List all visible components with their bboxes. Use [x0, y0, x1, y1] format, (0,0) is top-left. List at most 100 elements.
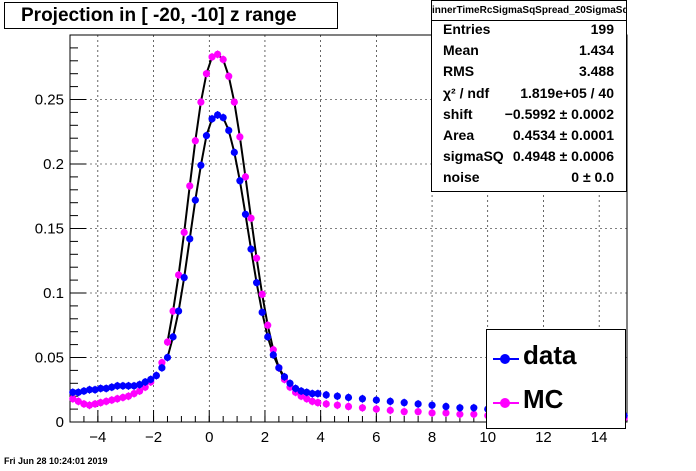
data-point [344, 402, 353, 411]
data-point [264, 333, 272, 341]
data-point [236, 177, 244, 185]
legend-entry-mc: MC [487, 382, 625, 422]
stats-value: 0 ± 0.0 [571, 169, 614, 186]
data-point [97, 399, 105, 407]
data-point [113, 382, 121, 390]
data-point [269, 351, 277, 359]
data-point [119, 382, 127, 390]
x-tick-label: −4 [89, 429, 106, 446]
stats-row: shift −0.5992 ± 0.0002 [432, 106, 626, 127]
data-point [344, 393, 353, 402]
fit-curve [166, 53, 286, 380]
data-point [241, 210, 250, 218]
data-point [124, 382, 133, 390]
data-point [186, 182, 194, 190]
data-point [136, 387, 144, 395]
legend-label: data [523, 340, 577, 370]
data-point [372, 396, 380, 404]
datestamp: Fri Jun 28 10:24:01 2019 [4, 456, 108, 466]
data-point [197, 161, 205, 169]
y-tick-label: 0.05 [35, 350, 64, 367]
data-point [280, 373, 289, 381]
data-point [456, 410, 464, 418]
chart-title: Projection in [ -20, -10] z range [4, 2, 338, 29]
x-tick-label: 12 [535, 429, 552, 446]
stats-value: 199 [590, 21, 614, 37]
data-point [252, 254, 261, 262]
stats-row: sigmaSQ 0.4948 ± 0.0006 [432, 148, 626, 169]
data-point [108, 396, 116, 404]
data-point [358, 404, 367, 412]
data-point [130, 382, 138, 390]
data-point [314, 399, 322, 407]
data-point [322, 391, 330, 399]
stats-label: Area [443, 126, 475, 143]
data-point [169, 333, 177, 341]
data-point [91, 386, 99, 394]
data-point [158, 359, 166, 367]
data-point [386, 397, 394, 405]
data-point [175, 307, 183, 315]
data-point [85, 401, 94, 409]
stats-value: 1.819e+05 / 40 [520, 84, 614, 101]
data-point [247, 245, 255, 253]
data-point [414, 400, 422, 408]
y-tick-label: 0.15 [35, 221, 64, 238]
data-point [258, 290, 266, 298]
data-point [219, 55, 227, 64]
data-point [169, 307, 177, 315]
stats-value: 0.4534 ± 0.0001 [512, 126, 614, 143]
data-point [202, 132, 211, 140]
stats-label: noise [443, 169, 480, 186]
x-tick-label: 2 [261, 429, 269, 446]
data-point [303, 395, 311, 403]
data-point [225, 72, 233, 80]
data-point [236, 133, 244, 141]
legend: data MC [486, 329, 626, 429]
data-point [152, 371, 160, 380]
stats-label: sigmaSQ [443, 148, 504, 165]
x-tick-label: 14 [591, 429, 608, 446]
data-point [69, 388, 77, 396]
stats-label: shift [443, 105, 473, 122]
data-point [74, 388, 82, 396]
data-point [130, 390, 138, 398]
data-point [191, 137, 199, 145]
stats-row: χ² / ndf 1.819e+05 / 40 [432, 85, 626, 106]
data-point [269, 346, 277, 354]
data-point [303, 388, 311, 396]
legend-marker [500, 398, 510, 408]
data-point [74, 397, 82, 405]
data-point [108, 383, 116, 391]
data-point [97, 384, 105, 393]
data-point [202, 70, 211, 78]
data-point [428, 401, 436, 409]
stats-label: RMS [443, 63, 475, 80]
data-point [252, 279, 261, 287]
legend-label: MC [523, 384, 564, 414]
data-point [308, 390, 316, 398]
x-tick-label: 6 [372, 429, 380, 446]
data-point [442, 402, 450, 411]
x-tick-label: 10 [479, 429, 496, 446]
stats-row: RMS 3.488 [432, 63, 626, 84]
stats-value: 3.488 [578, 63, 614, 80]
data-point [322, 400, 330, 408]
data-point [102, 397, 110, 405]
data-point [230, 98, 238, 106]
y-tick-label: 0.1 [43, 285, 64, 302]
x-tick-label: −2 [145, 429, 162, 446]
data-point [91, 400, 99, 408]
data-point [163, 338, 172, 346]
data-point [208, 115, 216, 123]
data-point [80, 387, 88, 395]
data-point [297, 387, 305, 395]
x-tick-label: 4 [316, 429, 324, 446]
data-point [333, 392, 341, 400]
y-tick-label: 0 [56, 414, 64, 431]
data-point [241, 173, 250, 181]
stats-label: Mean [443, 42, 479, 59]
y-tick-label: 0.2 [43, 156, 64, 173]
stats-row: Mean 1.434 [432, 42, 626, 63]
data-point [214, 111, 222, 119]
